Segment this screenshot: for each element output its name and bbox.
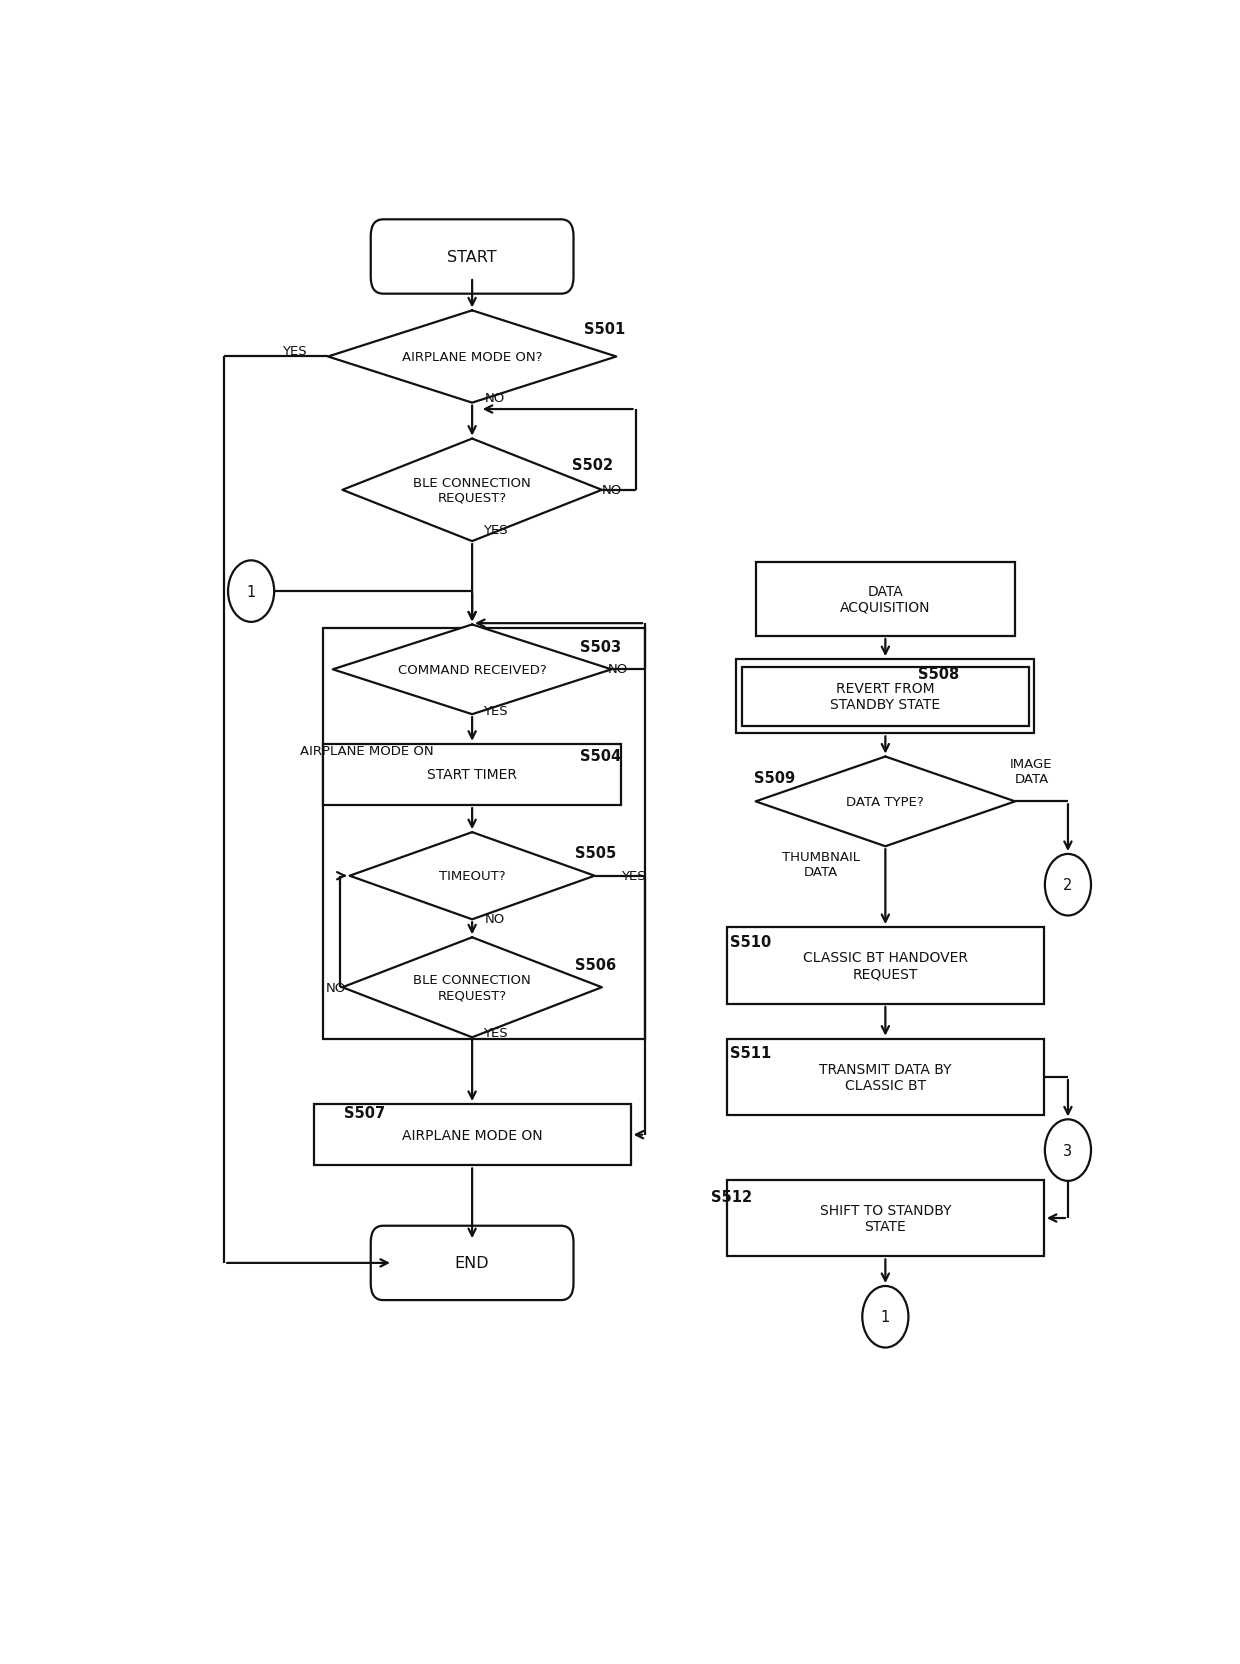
- Text: SHIFT TO STANDBY
STATE: SHIFT TO STANDBY STATE: [820, 1203, 951, 1233]
- Text: BLE CONNECTION
REQUEST?: BLE CONNECTION REQUEST?: [413, 476, 531, 504]
- Circle shape: [1045, 854, 1091, 915]
- Bar: [324, 744, 621, 805]
- FancyBboxPatch shape: [371, 220, 574, 295]
- Text: TIMEOUT?: TIMEOUT?: [439, 870, 506, 882]
- Text: S510: S510: [730, 934, 771, 948]
- Circle shape: [228, 561, 274, 622]
- Circle shape: [862, 1286, 909, 1348]
- Text: 1: 1: [247, 584, 255, 599]
- Bar: [727, 1038, 1044, 1117]
- Text: AIRPLANE MODE ON: AIRPLANE MODE ON: [300, 744, 433, 757]
- Circle shape: [1045, 1120, 1091, 1181]
- FancyBboxPatch shape: [371, 1226, 574, 1300]
- Text: TRANSMIT DATA BY
CLASSIC BT: TRANSMIT DATA BY CLASSIC BT: [820, 1062, 951, 1093]
- Text: YES: YES: [482, 1027, 507, 1038]
- Bar: [324, 629, 645, 1038]
- Bar: [727, 927, 1044, 1005]
- Text: S512: S512: [711, 1190, 753, 1205]
- Text: S501: S501: [584, 321, 625, 336]
- Text: BLE CONNECTION
REQUEST?: BLE CONNECTION REQUEST?: [413, 973, 531, 1002]
- Text: NO: NO: [485, 391, 506, 404]
- Polygon shape: [350, 832, 595, 920]
- Bar: [737, 659, 1034, 734]
- Bar: [314, 1105, 631, 1166]
- Text: 1: 1: [880, 1310, 890, 1325]
- Text: AIRPLANE MODE ON: AIRPLANE MODE ON: [402, 1128, 542, 1142]
- Text: NO: NO: [326, 982, 346, 993]
- Text: S507: S507: [343, 1107, 386, 1122]
- Text: YES: YES: [621, 870, 646, 882]
- Text: 2: 2: [1063, 877, 1073, 892]
- Text: AIRPLANE MODE ON?: AIRPLANE MODE ON?: [402, 351, 542, 364]
- Polygon shape: [342, 439, 601, 542]
- Text: THUMBNAIL
DATA: THUMBNAIL DATA: [782, 850, 861, 879]
- Text: NO: NO: [601, 484, 621, 498]
- Text: START TIMER: START TIMER: [427, 769, 517, 782]
- Bar: [743, 667, 1028, 726]
- Text: CLASSIC BT HANDOVER
REQUEST: CLASSIC BT HANDOVER REQUEST: [802, 950, 968, 982]
- Text: YES: YES: [482, 524, 507, 537]
- Text: DATA
ACQUISITION: DATA ACQUISITION: [841, 584, 930, 614]
- Polygon shape: [327, 311, 616, 403]
- Text: S511: S511: [730, 1045, 771, 1060]
- Polygon shape: [755, 757, 1016, 847]
- Text: YES: YES: [281, 344, 306, 358]
- Text: S503: S503: [580, 639, 621, 654]
- Text: S504: S504: [580, 749, 621, 764]
- Text: S505: S505: [574, 845, 616, 860]
- Text: YES: YES: [482, 704, 507, 717]
- Text: S508: S508: [918, 666, 959, 681]
- Text: IMAGE
DATA: IMAGE DATA: [1011, 757, 1053, 785]
- Text: S502: S502: [572, 458, 613, 473]
- Text: S509: S509: [754, 770, 795, 785]
- Text: NO: NO: [485, 912, 506, 925]
- Text: 3: 3: [1064, 1143, 1073, 1158]
- Text: END: END: [455, 1256, 490, 1271]
- Text: REVERT FROM
STANDBY STATE: REVERT FROM STANDBY STATE: [831, 682, 940, 712]
- Polygon shape: [332, 626, 611, 716]
- Text: COMMAND RECEIVED?: COMMAND RECEIVED?: [398, 664, 547, 676]
- Text: NO: NO: [608, 662, 629, 676]
- Polygon shape: [342, 938, 601, 1038]
- Text: START: START: [448, 250, 497, 265]
- Bar: [727, 1180, 1044, 1256]
- Text: DATA TYPE?: DATA TYPE?: [847, 795, 924, 809]
- Text: S506: S506: [574, 957, 616, 972]
- Bar: [755, 562, 1016, 637]
